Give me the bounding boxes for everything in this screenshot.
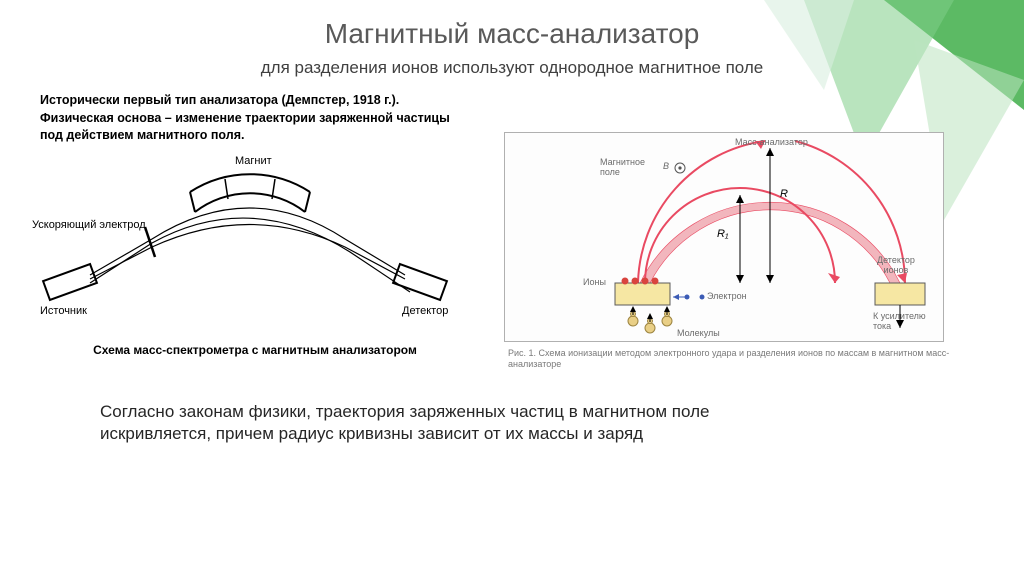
figure-row: Исторически первый тип анализатора (Демп…	[40, 92, 984, 371]
label-electron: Электрон	[707, 291, 747, 301]
label-B: B	[663, 161, 669, 171]
slide-content: Магнитный масс-анализатор для разделения…	[0, 0, 1024, 446]
intro-text: Исторически первый тип анализатора (Демп…	[40, 92, 470, 145]
figure-1: Магнит Ускоряющий электрод Источник Дете…	[40, 157, 470, 337]
label-R: R	[780, 188, 788, 200]
label-R1: R₁	[717, 228, 728, 240]
slide-subtitle: для разделения ионов используют однородн…	[40, 58, 984, 78]
label-detector2: Детектор ионов	[877, 255, 915, 275]
right-column: Масс-анализатор Магнитное поле B R R₁ Ио…	[504, 92, 984, 371]
bottom-paragraph: Согласно законам физики, траектория заря…	[100, 401, 820, 447]
left-column: Исторически первый тип анализатора (Демп…	[40, 92, 470, 357]
slide-title: Магнитный масс-анализатор	[40, 18, 984, 50]
label-molecules: Молекулы	[677, 328, 720, 338]
label-magnet: Магнит	[235, 155, 272, 167]
label-electrode: Ускоряющий электрод	[32, 219, 146, 231]
figure-2-caption: Рис. 1. Схема ионизации методом электрон…	[508, 348, 980, 371]
label-field: Магнитное поле	[600, 157, 645, 177]
figure-2: Масс-анализатор Магнитное поле B R R₁ Ио…	[504, 132, 944, 342]
label-ions: Ионы	[583, 277, 606, 287]
label-analyzer: Масс-анализатор	[735, 137, 808, 147]
label-source: Источник	[40, 305, 87, 317]
label-amp: К усилителю тока	[873, 311, 926, 331]
label-detector: Детектор	[402, 305, 448, 317]
figure-1-caption: Схема масс-спектрометра с магнитным анал…	[40, 343, 470, 357]
